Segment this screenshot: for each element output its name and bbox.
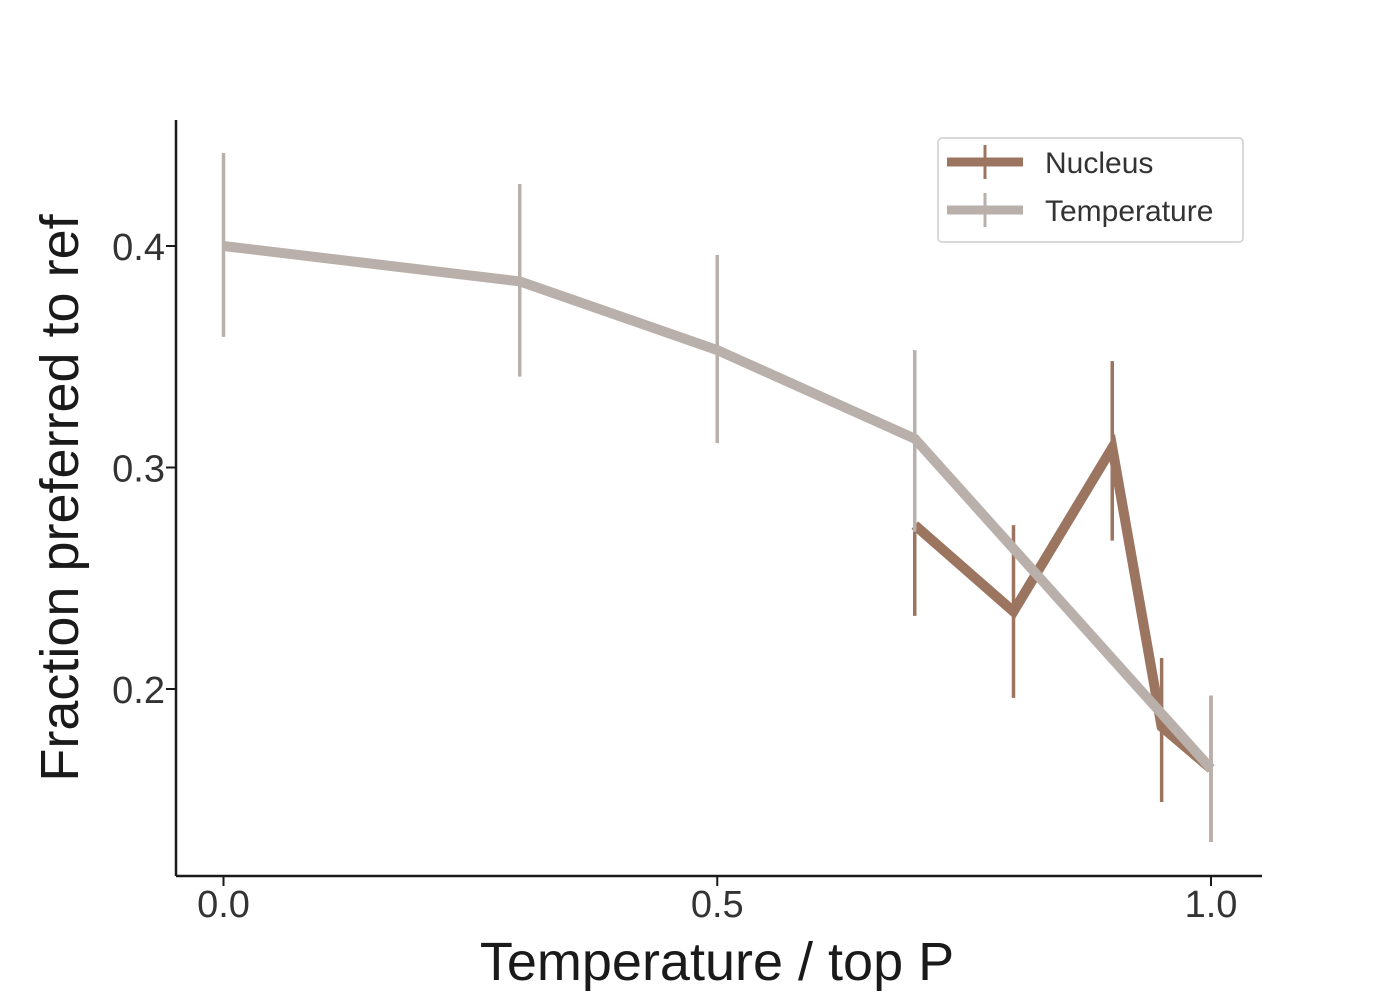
x-tick-label: 0.0 bbox=[197, 884, 250, 926]
legend-entries: Nucleus Temperature bbox=[947, 145, 1213, 228]
y-axis-title: Fraction preferred to ref bbox=[30, 213, 90, 781]
legend-item-temperature: Temperature bbox=[947, 193, 1213, 228]
legend-label-nucleus: Nucleus bbox=[1045, 147, 1153, 180]
ticks-layer: 0.0 0.5 1.0 0.2 0.3 0.4 bbox=[112, 227, 1237, 926]
series-temperature bbox=[221, 152, 1215, 842]
nucleus-line bbox=[911, 433, 1215, 773]
x-axis-title: Temperature / top P bbox=[480, 932, 954, 992]
x-tick-label: 0.5 bbox=[691, 884, 744, 926]
temperature-line bbox=[222, 241, 1215, 773]
x-tick-label: 1.0 bbox=[1185, 884, 1238, 926]
y-tick-label: 0.3 bbox=[112, 449, 165, 491]
y-tick-label: 0.4 bbox=[112, 227, 165, 269]
legend: Nucleus Temperature bbox=[937, 137, 1244, 243]
legend-item-nucleus: Nucleus bbox=[947, 145, 1153, 180]
y-tick-label: 0.2 bbox=[112, 670, 165, 712]
legend-label-temperature: Temperature bbox=[1045, 195, 1213, 228]
series-layer bbox=[221, 152, 1215, 842]
